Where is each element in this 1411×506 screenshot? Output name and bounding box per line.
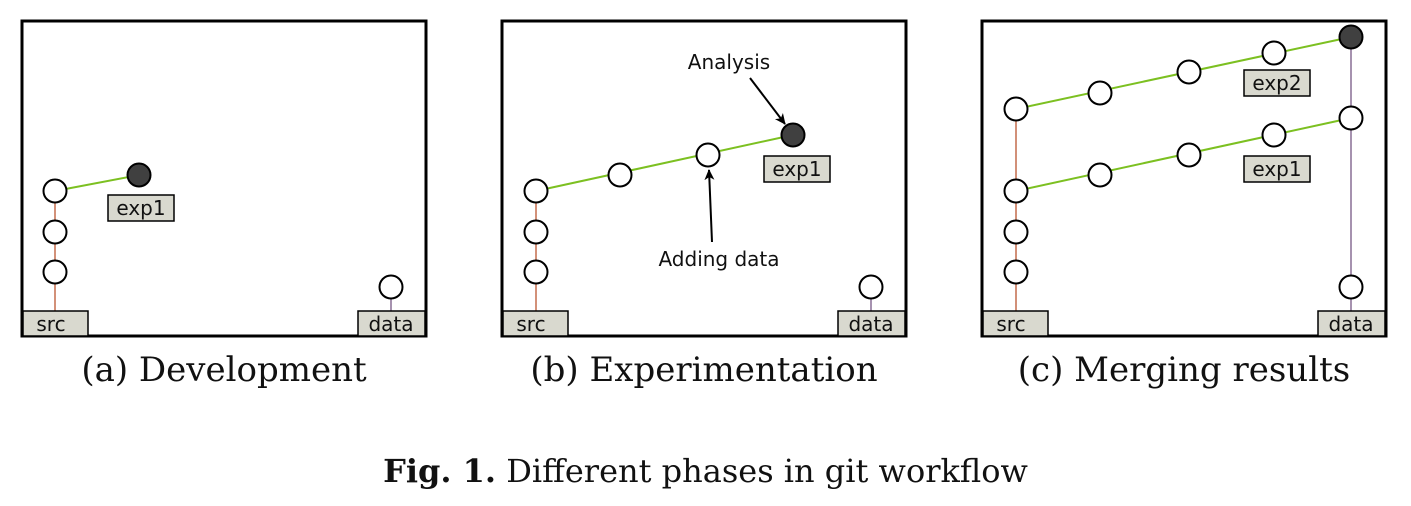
commit-node: [1003, 178, 1029, 204]
head-commit-node: [126, 162, 152, 188]
src-tag-label: src: [996, 312, 1025, 336]
data-tag: [357, 310, 426, 337]
commit-node: [1003, 259, 1029, 285]
src-tag: [982, 310, 1049, 337]
exp1-tag-label: exp1: [772, 157, 821, 181]
commit-node: [523, 259, 549, 285]
commit-node: [523, 178, 549, 204]
commit-node: [378, 274, 404, 300]
src-tag: [22, 310, 89, 337]
commit-node: [607, 162, 633, 188]
commit-node: [1003, 96, 1029, 122]
exp1-tag: [763, 155, 831, 183]
panel-merging-results: exp2 exp1 src data: [980, 19, 1388, 338]
panel-caption-b: (b) Experimentation: [530, 350, 878, 390]
analysis-annotation: Analysis: [688, 50, 770, 74]
commit-node: [1261, 40, 1287, 66]
analysis-arrow: [749, 77, 786, 125]
src-tag-label: src: [36, 312, 65, 336]
src-tag: [502, 310, 569, 337]
commit-node: [1087, 162, 1113, 188]
commit-node: [42, 259, 68, 285]
exp1-branch-line: [535, 134, 794, 192]
merge-commit-node: [1338, 105, 1364, 131]
commit-node: [1176, 142, 1202, 168]
commit-node: [1087, 80, 1113, 106]
exp2-tag-label: exp2: [1252, 71, 1301, 95]
figure-caption: Fig. 1. Different phases in git workflow: [0, 452, 1411, 490]
data-tag: [837, 310, 906, 337]
head-commit-node: [1338, 24, 1364, 50]
exp1-branch-line: [54, 174, 140, 192]
panel-frame: [20, 19, 428, 338]
commit-node: [1338, 274, 1364, 300]
panel-experimentation: Analysis Adding data exp1 src data: [500, 19, 908, 338]
panel-frame: [500, 19, 908, 338]
commit-node: [1176, 59, 1202, 85]
data-tag-label: data: [368, 312, 413, 336]
exp1-tag: [107, 194, 175, 222]
commit-node: [1261, 122, 1287, 148]
commit-node: [695, 142, 721, 168]
exp1-tag: [1243, 155, 1311, 183]
adding-data-arrow: [704, 169, 715, 243]
data-tag-label: data: [848, 312, 893, 336]
commit-node: [42, 178, 68, 204]
panel-caption-a: (a) Development: [81, 350, 367, 390]
exp1-tag-label: exp1: [1252, 157, 1301, 181]
panel-caption-c: (c) Merging results: [1017, 350, 1351, 390]
commit-node: [523, 219, 549, 245]
src-tag-label: src: [516, 312, 545, 336]
commit-node: [42, 219, 68, 245]
figure-label: Fig. 1.: [383, 452, 497, 490]
data-tag: [1317, 310, 1386, 337]
commit-node: [858, 274, 884, 300]
head-commit-node: [780, 122, 806, 148]
data-tag-label: data: [1328, 312, 1373, 336]
figure-title: Different phases in git workflow: [506, 452, 1028, 490]
panel-development: exp1 src data: [20, 19, 428, 338]
exp2-tag: [1243, 69, 1311, 97]
adding-data-annotation: Adding data: [658, 247, 779, 271]
commit-node: [1003, 219, 1029, 245]
exp1-tag-label: exp1: [116, 196, 165, 220]
